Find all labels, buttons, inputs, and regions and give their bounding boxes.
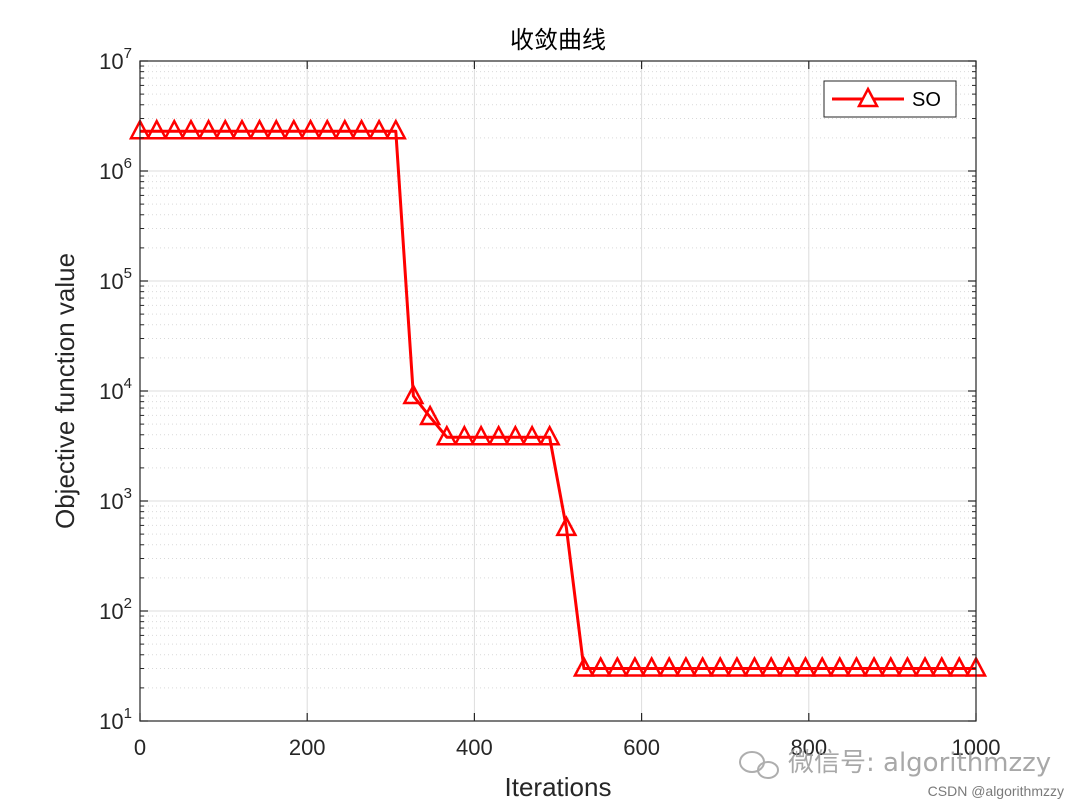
x-tick-label: 400 [456,735,493,760]
data-point-marker [453,424,476,446]
tick-marks [139,60,977,722]
y-tick-label: 107 [99,45,132,74]
legend-marker-triangle [856,86,880,108]
data-point-marker [316,118,339,140]
data-point-marker [845,655,868,677]
y-tick-label: 102 [99,595,132,624]
x-tick-label: 0 [134,735,146,760]
data-point-marker [282,118,305,140]
data-point-marker [589,655,612,677]
data-point-marker [879,655,902,677]
wechat-icon [739,751,779,779]
y-tick-label: 104 [99,375,132,404]
y-tick-label: 103 [99,485,132,514]
data-point-marker [862,655,886,677]
data-point-marker [743,655,766,677]
data-point-marker [640,655,663,677]
y-tick-label: 105 [99,265,132,294]
x-tick-labels: 0 200 400 600 800 1000 [134,735,1001,760]
data-point-marker [504,424,527,446]
data-point-marker [265,118,288,140]
data-point-marker [948,655,971,677]
y-axis-label: Objective function value [50,253,80,529]
data-point-marker [384,118,407,140]
legend: SO [823,80,957,118]
watermark: 微信号: algorithmzzy [739,748,1051,779]
data-point-marker [402,383,425,405]
data-point-marker [163,118,186,140]
x-tick-label: 800 [790,735,827,760]
data-point-marker [572,655,595,677]
x-axis-label: Iterations [505,772,612,802]
data-point-marker [896,655,919,677]
data-point-marker [674,655,697,677]
x-tick-label: 200 [289,735,326,760]
data-point-marker [777,655,800,677]
data-point-marker [658,655,681,677]
data-point-marker [811,655,834,677]
data-point-marker [179,118,203,140]
data-point-marker [214,118,237,140]
series-layer [128,118,988,677]
data-point-marker [913,655,937,677]
data-point-marker [368,118,391,140]
data-point-marker [691,655,714,677]
data-point-marker [538,424,561,446]
data-point-marker [606,655,629,677]
data-point-marker [760,655,783,677]
credit-text: CSDN @algorithmzzy [928,783,1064,799]
data-point-marker [299,118,322,140]
data-point-marker [350,118,373,140]
series-line-so [140,129,976,670]
y-tick-labels: 101 102 103 104 105 106 107 [99,45,132,734]
data-point-marker [930,655,953,677]
data-point-marker [248,118,271,140]
data-point-marker [725,655,748,677]
data-point-marker [470,424,493,446]
y-tick-label: 106 [99,155,132,184]
data-point-marker [709,655,732,677]
data-point-marker [419,404,442,426]
data-point-marker [487,424,510,446]
major-grid [140,61,976,721]
data-point-marker [145,118,168,140]
data-point-marker [435,424,458,446]
chart-title: 收敛曲线 [510,26,606,54]
data-point-marker [555,515,578,537]
data-point-marker [197,118,220,140]
y-tick-label: 101 [99,705,132,734]
minor-grid [140,65,976,689]
data-point-marker [230,118,254,140]
legend-label: SO [912,89,941,111]
data-point-marker [333,118,356,140]
watermark-text: 微信号: algorithmzzy [788,748,1051,778]
data-point-marker [623,655,646,677]
data-point-marker [794,655,817,677]
data-point-marker [828,655,851,677]
data-point-marker [521,424,544,446]
x-tick-label: 600 [623,735,660,760]
x-tick-label: 1000 [952,735,1001,760]
